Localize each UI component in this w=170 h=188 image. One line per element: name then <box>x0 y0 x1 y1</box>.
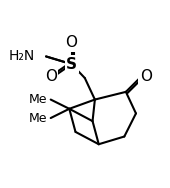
Text: S: S <box>66 57 77 72</box>
Text: O: O <box>140 69 152 84</box>
Text: O: O <box>66 35 78 50</box>
Text: Me: Me <box>29 111 48 124</box>
Text: O: O <box>45 69 57 84</box>
Text: Me: Me <box>29 93 48 106</box>
Text: H₂N: H₂N <box>9 49 35 63</box>
